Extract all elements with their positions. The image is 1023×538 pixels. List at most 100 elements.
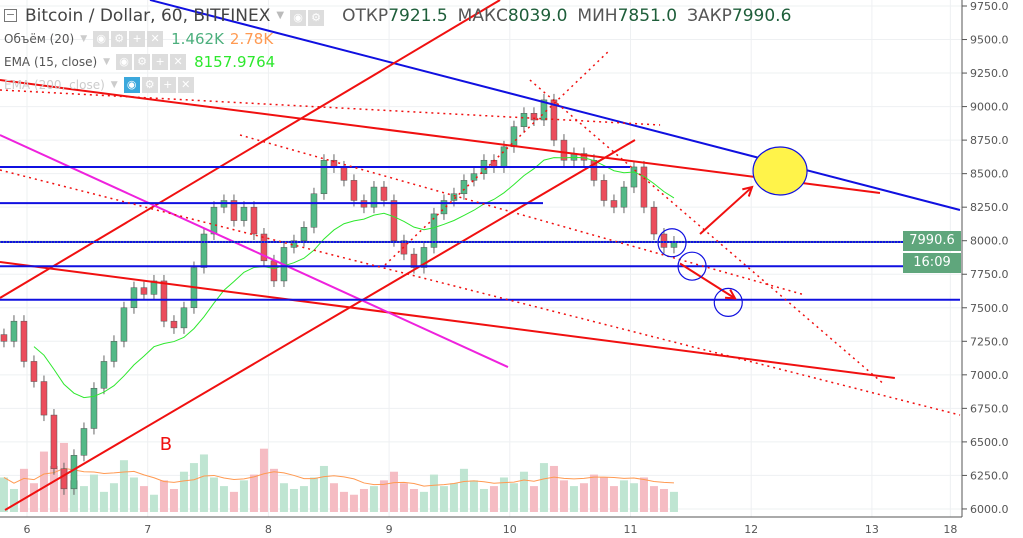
candle-body — [380, 186, 388, 201]
candle-body — [250, 206, 258, 235]
gear-icon[interactable]: ⚙ — [141, 76, 158, 93]
volume-bar — [319, 465, 328, 512]
candle-body — [50, 414, 58, 469]
x-tick-label: 8 — [265, 523, 272, 536]
volume-bar — [239, 480, 248, 512]
volume-bar — [249, 474, 258, 512]
close-icon[interactable]: ✕ — [147, 30, 164, 47]
circle-annotation — [713, 287, 743, 318]
candle-body — [120, 307, 128, 342]
symbol-title[interactable]: Bitcoin / Dollar, 60, BITFINEX — [25, 5, 271, 26]
gear-icon[interactable]: ⚙ — [134, 53, 151, 70]
candle-body — [340, 166, 348, 181]
volume-bar — [579, 483, 588, 512]
candle-body — [110, 341, 118, 362]
indicator-value: 2.78K — [229, 29, 274, 48]
volume-bar — [329, 483, 338, 512]
candle-body — [520, 113, 528, 127]
x-tick-label: 10 — [503, 523, 517, 536]
candle-body — [640, 166, 648, 208]
candle-body — [420, 247, 428, 268]
gear-icon[interactable]: ⚙ — [308, 9, 325, 26]
candle-body — [170, 320, 178, 329]
plus-icon[interactable]: + — [129, 30, 146, 47]
volume-bar — [169, 488, 178, 512]
volume-bar — [349, 494, 358, 512]
candle-body — [20, 320, 28, 362]
indicator-name[interactable]: EMA (15, close) — [4, 54, 98, 69]
volume-bar — [19, 468, 28, 512]
indicator-name[interactable]: Объём (20) — [4, 31, 75, 46]
volume-bar — [649, 486, 658, 512]
candle-body — [10, 320, 18, 342]
candle-body — [500, 146, 508, 168]
circle-annotation — [677, 251, 707, 281]
plus-icon[interactable]: + — [152, 53, 169, 70]
volume-bar — [499, 477, 508, 512]
volume-bar — [429, 474, 438, 512]
arrow-head — [742, 185, 754, 197]
candle-body — [410, 253, 418, 268]
candle-body — [230, 200, 238, 221]
y-tick-label: 8500.0 — [970, 168, 1009, 181]
volume-bar — [39, 451, 48, 512]
candle-body — [540, 99, 548, 121]
text-annotation: B — [160, 434, 172, 455]
ohlc-value: 7851.0 — [617, 5, 678, 26]
indicator-value: 1.462K — [171, 29, 224, 48]
ohlc-label: ОТКР — [342, 5, 389, 26]
eye-icon[interactable]: ◉ — [93, 30, 110, 47]
x-tick-label: 12 — [744, 523, 758, 536]
volume-bar — [669, 491, 678, 512]
chevron-down-icon[interactable]: ▼ — [110, 79, 118, 90]
candle-body — [40, 381, 48, 416]
y-tick-label: 7500.0 — [970, 302, 1009, 315]
indicator-value: 8157.9764 — [194, 52, 276, 71]
candle-body — [390, 200, 398, 241]
chevron-down-icon[interactable]: ▼ — [276, 10, 285, 21]
volume-bar — [339, 491, 348, 512]
volume-bar — [299, 486, 308, 512]
trend-line — [0, 79, 881, 194]
gear-icon[interactable]: ⚙ — [111, 30, 128, 47]
eye-icon[interactable]: ◉ — [290, 9, 307, 26]
candle-body — [530, 113, 538, 121]
plus-icon[interactable]: + — [159, 76, 176, 93]
candle-body — [130, 287, 138, 309]
volume-bar — [279, 483, 288, 512]
volume-ma-line — [3, 467, 674, 487]
volume-bar — [379, 480, 388, 512]
indicator-name[interactable]: EMA (200, close) — [4, 77, 105, 92]
chevron-down-icon[interactable]: ▼ — [103, 56, 111, 67]
candle-body — [600, 180, 608, 201]
candle-body — [460, 180, 468, 195]
close-icon[interactable]: ✕ — [177, 76, 194, 93]
x-tick-label: 18 — [943, 523, 957, 536]
eye-icon[interactable]: ◉ — [116, 53, 133, 70]
volume-bar — [369, 486, 378, 512]
candle-body — [300, 227, 308, 241]
candle-body — [270, 260, 278, 282]
chevron-down-icon[interactable]: ▼ — [80, 33, 88, 44]
candle-body — [310, 193, 318, 228]
volume-bar — [569, 486, 578, 512]
y-tick-label: 8000.0 — [970, 235, 1009, 248]
chart-legend: − Bitcoin / Dollar, 60, BITFINEX ▼ ◉ ⚙ ОТ… — [4, 4, 791, 96]
volume-bar — [99, 491, 108, 512]
volume-bar — [609, 486, 618, 512]
trend-line — [384, 49, 611, 266]
volume-bar — [589, 474, 598, 512]
volume-bar — [469, 480, 478, 512]
symbol-row: − Bitcoin / Dollar, 60, BITFINEX ▼ ◉ ⚙ ОТ… — [4, 4, 791, 27]
volume-bar — [29, 483, 38, 512]
eye-icon[interactable]: ◉ — [123, 76, 140, 93]
candle-body — [430, 213, 438, 248]
circle-annotation — [657, 228, 687, 258]
y-tick-label: 6750.0 — [970, 402, 1009, 415]
close-icon[interactable]: ✕ — [170, 53, 187, 70]
volume-bar — [209, 477, 218, 512]
countdown-tag: 16:09 — [903, 253, 961, 273]
volume-bar — [49, 465, 58, 512]
collapse-icon[interactable]: − — [4, 8, 17, 22]
